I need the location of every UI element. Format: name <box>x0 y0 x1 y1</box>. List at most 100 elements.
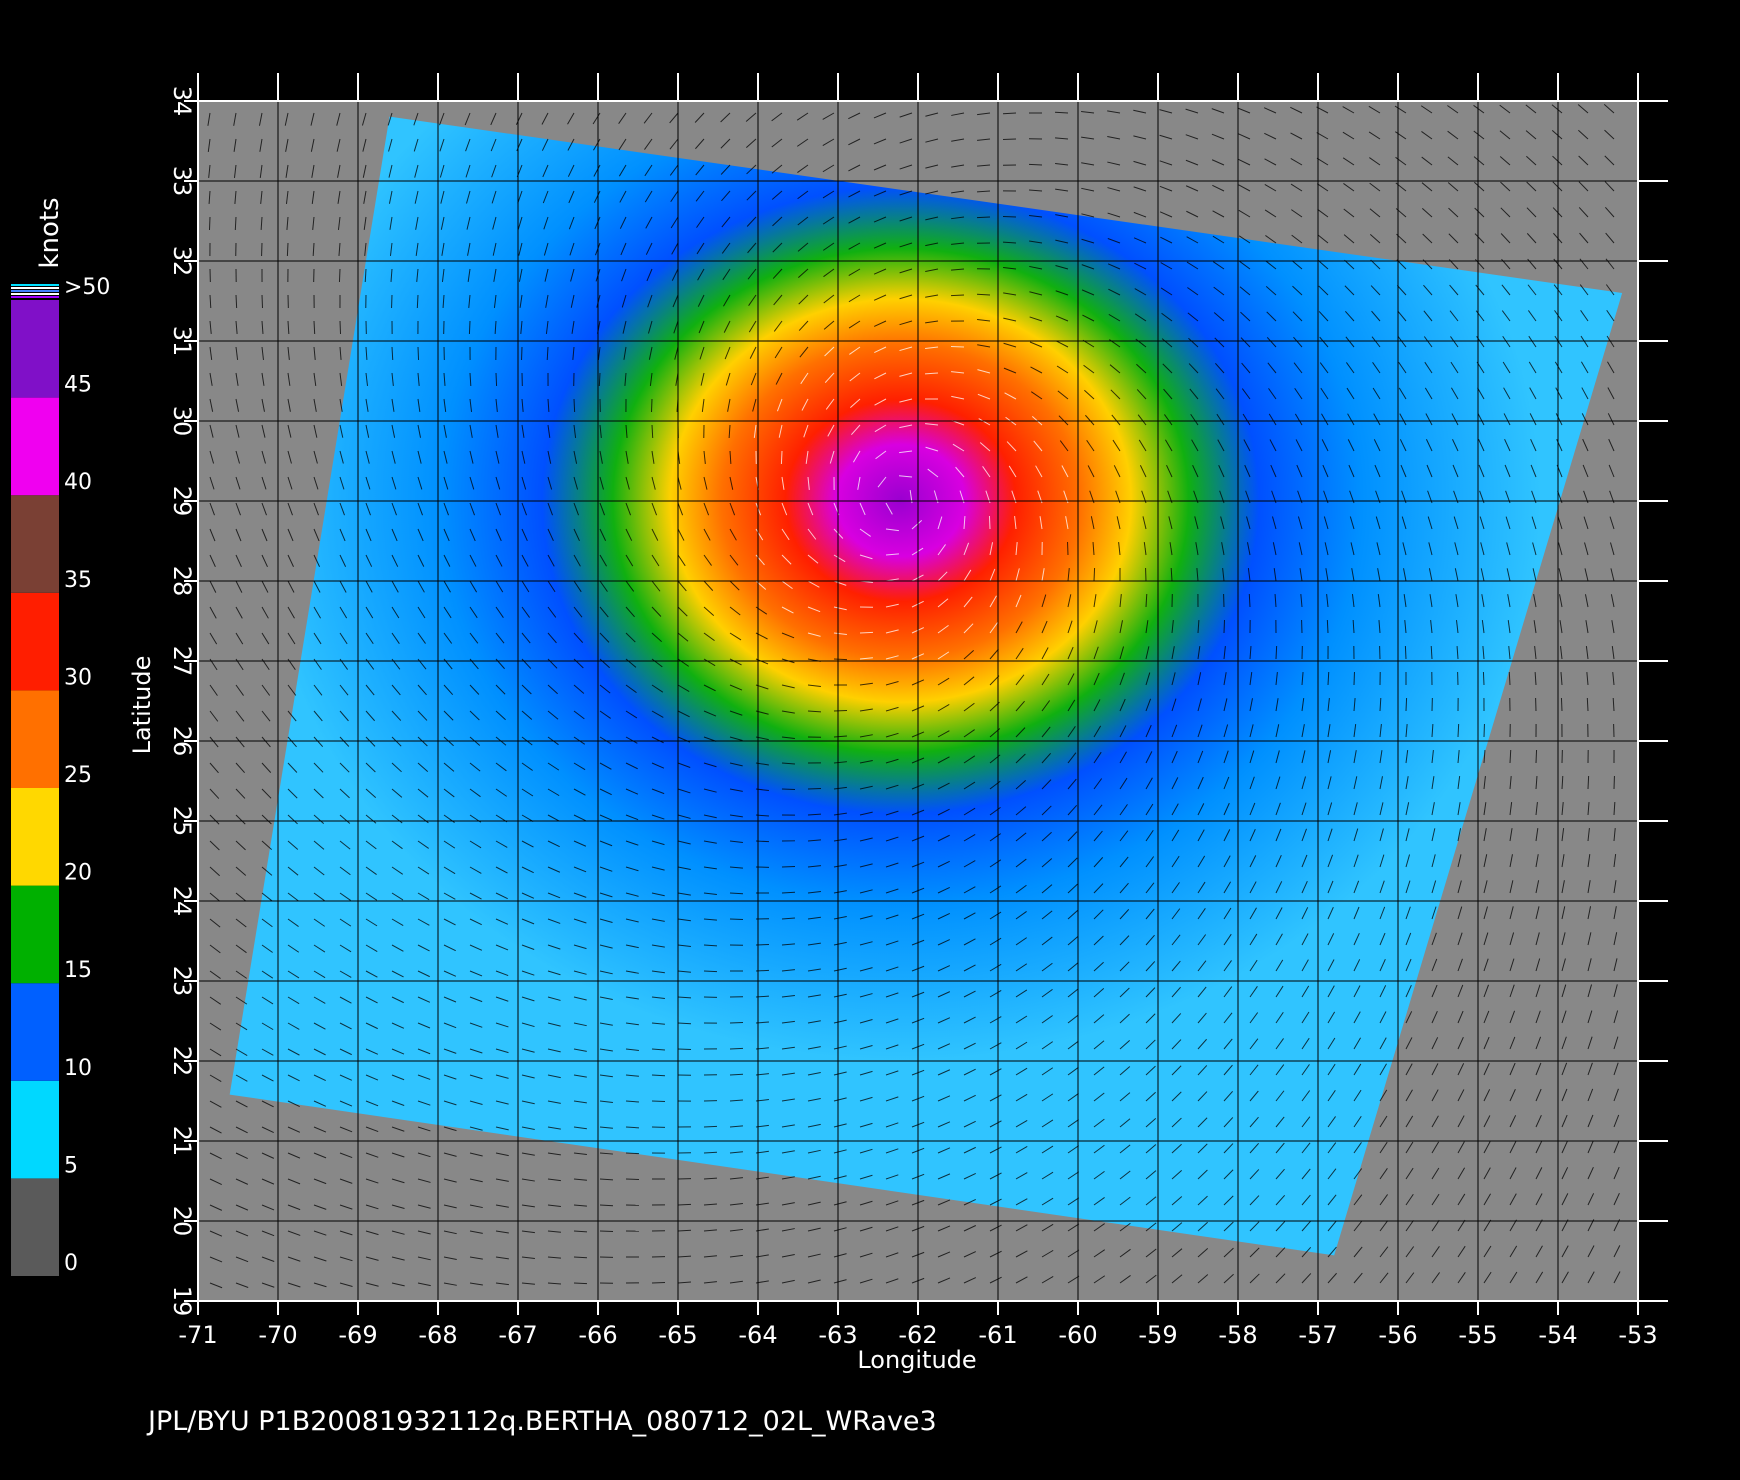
wind-vector <box>1093 1249 1106 1258</box>
wind-vector <box>1401 516 1407 530</box>
wind-vector <box>1119 1039 1131 1050</box>
wind-vector <box>1301 933 1309 946</box>
wind-vector <box>848 112 861 120</box>
wind-vector <box>703 580 714 591</box>
wind-vector <box>1405 906 1411 920</box>
wind-vector <box>669 112 679 124</box>
wind-vector <box>469 944 483 951</box>
wind-vector <box>261 840 273 851</box>
wind-vector <box>599 476 604 490</box>
wind-vector <box>521 502 528 516</box>
wind-vector <box>1055 137 1069 140</box>
wind-vector <box>1211 108 1225 114</box>
wind-vector <box>388 164 393 178</box>
wind-vector <box>1067 594 1072 608</box>
wind-vector <box>234 216 237 231</box>
wind-vector <box>1509 880 1514 894</box>
wind-vector <box>976 293 991 296</box>
wind-vector <box>1483 854 1488 868</box>
wind-vector <box>1368 105 1381 114</box>
x-tick-label: -57 <box>1298 1321 1337 1349</box>
wind-vector <box>261 1178 275 1185</box>
wind-vector <box>1457 776 1461 790</box>
wind-vector <box>1577 104 1589 114</box>
wind-vector <box>1145 1248 1157 1258</box>
y-tick-label: 31 <box>168 326 196 357</box>
wind-vector <box>729 710 743 716</box>
wind-vector <box>1454 542 1459 556</box>
wind-vector <box>1509 1271 1518 1284</box>
wind-vector <box>287 372 291 386</box>
wind-vector <box>1379 880 1385 894</box>
wind-vector <box>1041 1145 1054 1154</box>
wind-vector <box>1083 364 1095 374</box>
wind-vector <box>1145 1196 1157 1206</box>
wind-vector <box>573 528 580 541</box>
wind-vector <box>1483 906 1488 920</box>
wind-vector <box>1171 1091 1182 1102</box>
wind-vector <box>1003 317 1017 322</box>
wind-vector <box>677 866 691 871</box>
wind-vector <box>547 1022 561 1027</box>
wind-vector <box>208 216 211 231</box>
wind-vector <box>313 762 324 773</box>
wind-vector <box>625 788 639 795</box>
wind-vector <box>339 632 348 645</box>
wind-vector <box>951 112 965 116</box>
wind-vector <box>443 632 453 644</box>
wind-vector <box>1246 542 1251 556</box>
wind-vector <box>1067 752 1077 764</box>
wind-vector <box>417 1230 431 1235</box>
wind-vector <box>573 1178 587 1181</box>
wind-vector <box>1028 163 1043 166</box>
wind-vector <box>644 190 653 203</box>
wind-vector <box>1192 464 1199 478</box>
wind-vector <box>1405 776 1409 790</box>
wind-vector <box>989 595 997 608</box>
wind-vector <box>417 684 427 696</box>
wind-vector <box>521 606 531 618</box>
wind-vector <box>807 710 822 713</box>
wind-vector <box>599 1152 613 1155</box>
wind-vector <box>963 702 975 712</box>
wind-vector <box>1295 439 1303 452</box>
wind-vector <box>1015 674 1025 686</box>
wind-vector <box>1244 464 1251 478</box>
wind-vector <box>963 1120 976 1128</box>
wind-vector <box>1457 1010 1464 1024</box>
wind-vector <box>1613 1271 1621 1284</box>
wind-vector <box>1067 699 1076 712</box>
wind-vector <box>859 1226 873 1232</box>
wind-vector <box>822 216 835 225</box>
wind-vector <box>469 762 481 772</box>
wind-vector <box>1613 1166 1620 1180</box>
wind-vector <box>951 371 965 374</box>
wind-vector <box>1327 828 1333 842</box>
wind-vector <box>1473 156 1485 166</box>
wind-vector <box>287 1126 301 1133</box>
wind-vector <box>209 424 214 438</box>
wind-vector <box>772 216 783 227</box>
wind-vector <box>443 502 449 516</box>
wind-vector <box>1605 258 1615 270</box>
wind-vector <box>859 941 873 946</box>
wind-vector <box>1344 310 1355 322</box>
wind-vector <box>521 1204 535 1208</box>
wind-vector <box>937 860 950 868</box>
wind-vector <box>1119 1275 1131 1284</box>
wind-vector <box>1353 1037 1362 1050</box>
wind-vector <box>1344 259 1355 270</box>
wind-vector <box>390 268 393 282</box>
wind-vector <box>925 164 939 169</box>
wind-vector <box>547 944 561 950</box>
wind-vector <box>833 1071 847 1076</box>
wind-vector <box>599 606 609 618</box>
wind-vector <box>1249 802 1256 816</box>
wind-vector <box>1509 802 1513 816</box>
wind-vector <box>1033 440 1043 452</box>
wind-vector <box>1265 286 1277 296</box>
wind-vector <box>592 112 601 125</box>
wind-vector <box>1081 111 1095 114</box>
wind-vector <box>703 1151 718 1154</box>
wind-vector <box>1246 516 1251 530</box>
